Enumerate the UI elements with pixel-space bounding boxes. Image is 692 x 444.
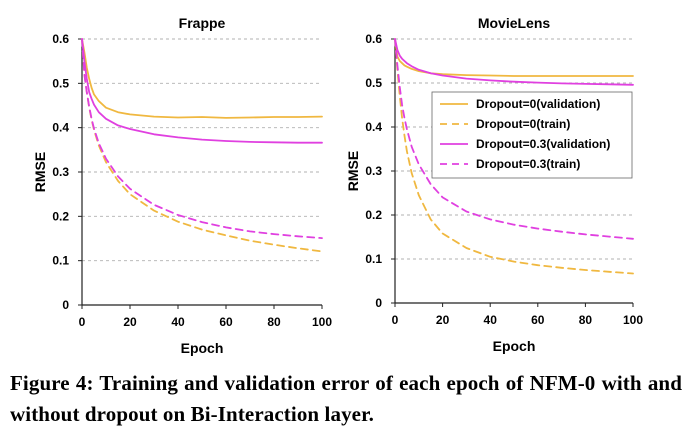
y-tick-label: 0.1	[365, 252, 382, 266]
series-line-3	[394, 38, 634, 86]
series-line-1	[81, 38, 323, 119]
chart-title: MovieLens	[478, 15, 551, 31]
y-tick-label: 0.2	[365, 208, 382, 222]
y-axis-label: RMSE	[345, 151, 361, 191]
series-line-1	[394, 38, 634, 77]
x-tick-label: 20	[123, 315, 137, 329]
series-line-2	[81, 38, 323, 253]
y-tick-label: 0	[62, 298, 69, 312]
x-axis-label: Epoch	[181, 340, 224, 356]
chart-1: 0 0.1 0.2 0.3 0.4 0.5 0.6 0 20 40 60 80 100 Frappe Epo…	[32, 15, 332, 356]
y-tick-label: 0	[375, 296, 382, 310]
x-tick-label: 100	[312, 315, 332, 329]
x-tick-label: 60	[219, 315, 233, 329]
legend: Dropout=0(validation) Dropout=0(train) Dro…	[431, 91, 633, 179]
legend-label-1: Dropout=0(validation)	[476, 97, 600, 111]
chart-title: Frappe	[179, 15, 226, 31]
x-axis-label: Epoch	[493, 338, 536, 354]
y-tick-label: 0.4	[52, 121, 69, 135]
charts-canvas: 0 0.1 0.2 0.3 0.4 0.5 0.6 0 20 40 60 80 100 Frappe Epo…	[32, 15, 643, 356]
series-line-4	[394, 38, 634, 240]
y-tick-label: 0.5	[52, 76, 69, 90]
series-line-3	[81, 38, 323, 144]
legend-label-2: Dropout=0(train)	[476, 117, 570, 131]
x-tick-label: 40	[484, 313, 498, 327]
x-tick-label: 100	[623, 313, 643, 327]
series-line-4	[81, 38, 323, 240]
chart-2: 0 0.1 0.2 0.3 0.4 0.5 0.6 0 20 40 60 80 100 MovieLens…	[345, 15, 643, 354]
legend-label-3: Dropout=0.3(validation)	[476, 137, 610, 151]
x-tick-label: 20	[436, 313, 450, 327]
y-tick-label: 0.6	[365, 32, 382, 46]
x-tick-label: 0	[392, 313, 399, 327]
y-tick-label: 0.6	[52, 32, 69, 46]
y-tick-label: 0.4	[365, 120, 382, 134]
y-tick-label: 0.5	[365, 76, 382, 90]
x-tick-label: 80	[267, 315, 281, 329]
figure-caption: Figure 4: Training and validation error …	[10, 371, 682, 426]
y-tick-label: 0.2	[52, 209, 69, 223]
y-axis-label: RMSE	[32, 152, 48, 192]
x-tick-label: 80	[579, 313, 593, 327]
x-tick-label: 60	[531, 313, 545, 327]
y-tick-label: 0.1	[52, 254, 69, 268]
legend-label-4: Dropout=0.3(train)	[476, 157, 580, 171]
y-tick-label: 0.3	[52, 165, 69, 179]
x-tick-label: 40	[171, 315, 185, 329]
series-line-2	[394, 38, 634, 275]
x-tick-label: 0	[79, 315, 86, 329]
y-tick-label: 0.3	[365, 164, 382, 178]
